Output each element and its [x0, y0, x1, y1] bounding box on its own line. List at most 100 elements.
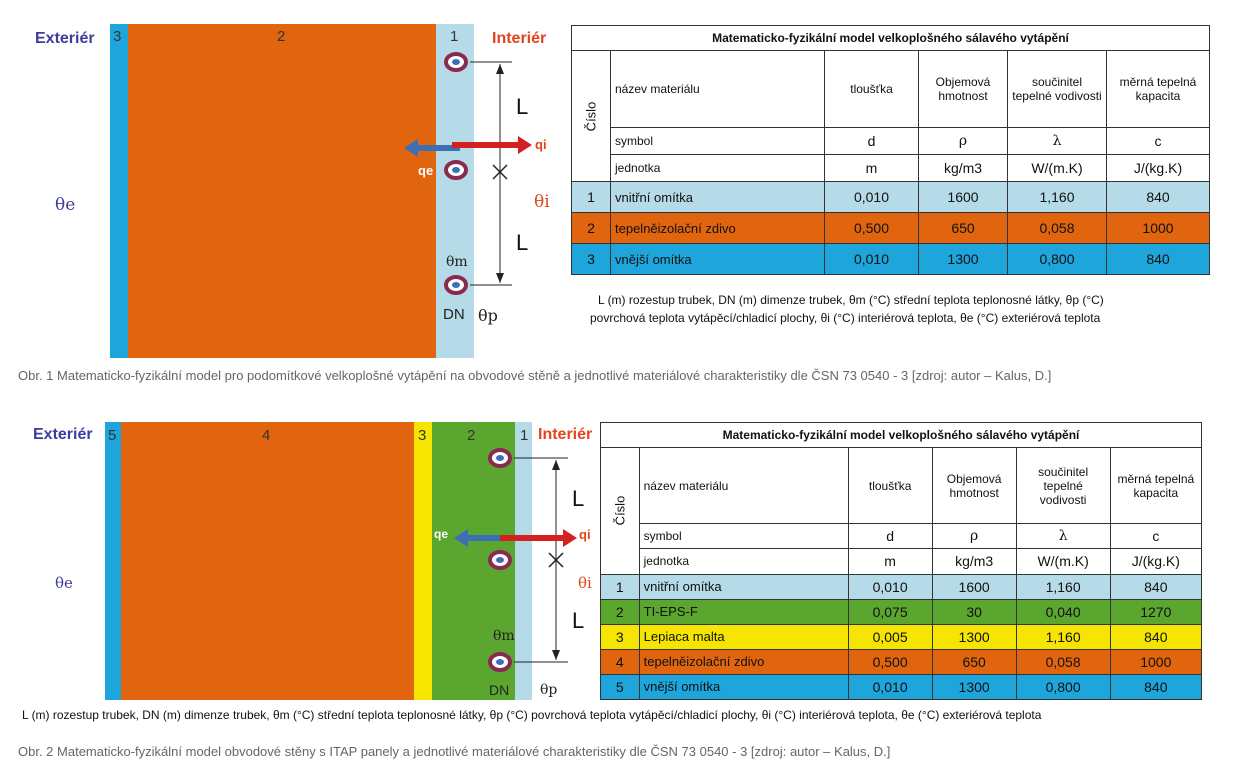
theta-i-label: θi: [578, 574, 592, 592]
table-row: 1 vnitřní omítka 0,010 1600 1,160 840: [571, 181, 1210, 213]
table-row: 5 vnější omítka 0,010 1300 0,800 840: [600, 673, 1203, 701]
interior-label: Interiér: [492, 30, 547, 47]
layer-3-adhesive: [414, 422, 432, 700]
interior-label: Interiér: [538, 426, 593, 443]
symbol-lambda: λ: [1015, 523, 1111, 550]
layer-1-inner-plaster: [436, 24, 474, 358]
table-row: 3 Lepiaca malta 0,005 1300 1,160 840: [600, 623, 1203, 650]
layer-2-masonry: [128, 24, 436, 358]
row-name: vnější omítka: [610, 243, 825, 275]
table-title: Matematicko-fyzikální model velkoplošnéh…: [600, 421, 1202, 449]
row-c: 1000: [1106, 212, 1210, 244]
row-rho: 650: [931, 648, 1017, 675]
cislo-header: Číslo: [600, 447, 640, 575]
theta-p-label: θp: [540, 682, 558, 698]
symbol-c: c: [1109, 523, 1203, 550]
row-name: tepelněizolační zdivo: [638, 648, 849, 675]
pipe-icon: [444, 160, 468, 180]
row-d: 0,010: [847, 673, 933, 701]
q-i-label: qi: [535, 137, 547, 152]
layer-5-outer-plaster: [105, 422, 121, 700]
theta-i-label: θi: [534, 192, 550, 212]
pipe-icon: [488, 448, 512, 468]
row-name: Lepiaca malta: [638, 623, 849, 650]
table-row: 3 vnější omítka 0,010 1300 0,800 840: [571, 243, 1210, 275]
row-name: TI-EPS-F: [638, 598, 849, 625]
row-d: 0,500: [847, 648, 933, 675]
layer-number-3: 3: [113, 28, 122, 45]
symbol-label: symbol: [610, 127, 825, 155]
unit-capacity: J/(kg.K): [1109, 548, 1203, 575]
row-d: 0,005: [847, 623, 933, 650]
layer-3-outer-plaster: [110, 24, 128, 358]
header-thickness: tloušťka: [824, 50, 919, 128]
material-table-1: Matematicko-fyzikální model velkoplošnéh…: [571, 25, 1210, 275]
symbol-d: d: [847, 523, 933, 550]
row-num: 2: [600, 598, 640, 625]
table-row: 4 tepelněizolační zdivo 0,500 650 0,058 …: [600, 648, 1203, 675]
unit-label: jednotka: [610, 154, 825, 182]
row-rho: 1300: [931, 673, 1017, 701]
layer-number-2: 2: [277, 28, 286, 45]
theta-e-label: θe: [55, 574, 73, 592]
figure-2-caption: Obr. 2 Matematicko-fyzikální model obvod…: [18, 744, 891, 759]
heat-flux-arrow-icon: [454, 529, 577, 547]
header-density: Objemová hmotnost: [931, 447, 1017, 525]
header-heat-capacity: měrná tepelná kapacita: [1109, 447, 1203, 525]
exterior-label: Exteriér: [35, 30, 95, 47]
symbol-d: d: [824, 127, 919, 155]
unit-m: m: [824, 154, 919, 182]
row-name: vnější omítka: [638, 673, 849, 701]
row-d: 0,010: [847, 573, 933, 600]
row-d: 0,075: [847, 598, 933, 625]
layer-1-inner-plaster: [515, 422, 532, 700]
spacing-L-upper: L: [572, 486, 585, 511]
theta-m-label: θm: [493, 628, 515, 644]
layer-number-1: 1: [450, 28, 459, 45]
pipe-icon: [444, 52, 468, 72]
row-c: 840: [1106, 243, 1210, 275]
header-material-name: název materiálu: [638, 447, 849, 525]
row-lambda: 1,160: [1015, 573, 1111, 600]
row-c: 840: [1109, 623, 1203, 650]
row-lambda: 0,040: [1015, 598, 1111, 625]
table-row: 2 TI-EPS-F 0,075 30 0,040 1270: [600, 598, 1203, 625]
symbol-c: c: [1106, 127, 1210, 155]
row-num: 5: [600, 673, 640, 701]
layer-4-masonry: [121, 422, 414, 700]
layer-number-3: 3: [418, 427, 427, 444]
spacing-L-lower: L: [572, 608, 585, 633]
dn-label: DN: [443, 306, 465, 323]
unit-density: kg/m3: [931, 548, 1017, 575]
row-num: 3: [600, 623, 640, 650]
symbol-label: symbol: [638, 523, 849, 550]
pipe-icon: [488, 652, 512, 672]
theta-m-label: θm: [446, 254, 468, 270]
row-lambda: 1,160: [1007, 181, 1107, 213]
row-rho: 30: [931, 598, 1017, 625]
figure-1-caption: Obr. 1 Matematicko-fyzikální model pro p…: [18, 368, 1052, 383]
row-rho: 650: [918, 212, 1008, 244]
q-e-label: qe: [418, 163, 434, 178]
row-rho: 1600: [931, 573, 1017, 600]
row-num: 2: [571, 212, 611, 244]
row-num: 4: [600, 648, 640, 675]
q-i-label: qi: [579, 527, 591, 542]
row-lambda: 0,800: [1015, 673, 1111, 701]
legend-line-1: L (m) rozestup trubek, DN (m) dimenze tr…: [598, 293, 1104, 307]
row-lambda: 0,058: [1015, 648, 1111, 675]
exterior-label: Exteriér: [33, 426, 93, 443]
spacing-L-lower: L: [516, 230, 529, 255]
row-rho: 1300: [931, 623, 1017, 650]
row-c: 840: [1106, 181, 1210, 213]
unit-m: m: [847, 548, 933, 575]
row-name: vnitřní omítka: [638, 573, 849, 600]
layer-number-2: 2: [467, 427, 476, 444]
q-e-label: qe: [434, 527, 449, 541]
symbol-rho: ρ: [918, 127, 1008, 155]
heat-flux-arrow-icon: [404, 136, 532, 157]
unit-conductivity: W/(m.K): [1015, 548, 1111, 575]
legend: L (m) rozestup trubek, DN (m) dimenze tr…: [22, 708, 1042, 722]
